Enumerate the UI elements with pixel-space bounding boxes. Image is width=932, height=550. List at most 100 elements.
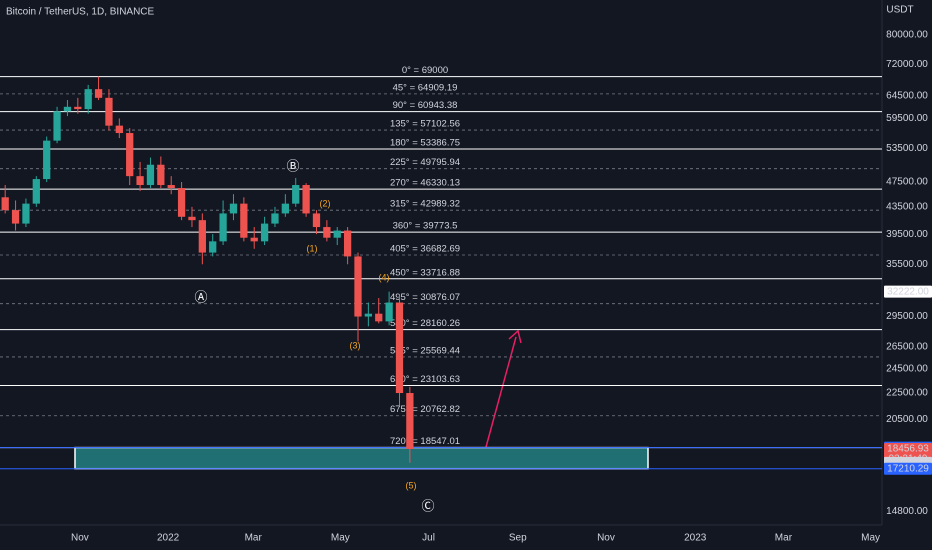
candle-body [84, 89, 92, 110]
candle-body [53, 111, 61, 141]
y-tick-label: 20500.00 [886, 414, 928, 425]
wave-label: Ⓑ [286, 158, 299, 173]
x-tick-label: 2022 [157, 533, 180, 544]
x-tick-label: Jul [422, 533, 435, 544]
level-label: 405° = 36682.69 [390, 244, 460, 255]
y-tick-label: 24500.00 [886, 364, 928, 375]
candle-body [229, 203, 238, 214]
candle-body [105, 97, 113, 126]
level-label: 225° = 49795.94 [390, 157, 460, 168]
wave-label: (5) [406, 480, 417, 490]
y-unit: USDT [886, 5, 913, 16]
wave-label: Ⓐ [194, 289, 207, 304]
candle-body [157, 164, 165, 186]
y-tick-label: 64500.00 [886, 90, 928, 101]
candle-body [22, 203, 30, 224]
candle-body [240, 203, 248, 238]
y-tick-label: 35500.00 [886, 259, 928, 270]
x-tick-label: May [331, 533, 350, 544]
candle-body [126, 133, 134, 177]
candle-body [312, 213, 321, 228]
candle-body [395, 302, 404, 394]
candle-body [209, 241, 217, 253]
x-tick-label: May [861, 533, 880, 544]
x-tick-label: Mar [245, 533, 263, 544]
price-tag [884, 285, 932, 298]
arrow-head [508, 329, 522, 344]
level-label: 630° = 23103.63 [390, 374, 460, 385]
level-label: 450° = 33716.88 [390, 267, 460, 278]
wave-label: Ⓒ [421, 498, 434, 513]
level-label: 90° = 60943.38 [393, 100, 458, 111]
candle-body [167, 185, 175, 189]
zone [74, 446, 649, 470]
candle-body [354, 256, 362, 317]
candle-body [260, 223, 269, 242]
x-tick-label: Nov [597, 533, 615, 544]
level-label: 495° = 30876.07 [390, 292, 460, 303]
candle-body [198, 220, 206, 253]
candle-body [11, 210, 20, 224]
candle-body [219, 213, 227, 242]
y-tick-label: 29500.00 [886, 311, 928, 322]
level-label: 720° = 18547.01 [390, 436, 460, 447]
candle-body [292, 185, 300, 204]
y-tick-label: 39500.00 [886, 229, 928, 240]
y-tick-label: 53500.00 [886, 143, 928, 154]
y-tick-label: 22500.00 [886, 388, 928, 399]
wave-label: (1) [307, 243, 318, 253]
x-tick-label: Sep [509, 533, 527, 544]
candle-body [364, 313, 372, 317]
candle-body [406, 393, 414, 449]
y-tick-label: 26500.00 [886, 341, 928, 352]
level-label: 585° = 25569.44 [390, 345, 460, 356]
wave-label: (3) [350, 340, 361, 350]
candle-body [136, 176, 144, 186]
candle-body [63, 106, 72, 112]
candle-body [271, 213, 279, 224]
level-label: 0° = 69000 [402, 65, 448, 76]
candle-body [323, 227, 331, 238]
chart-title: Bitcoin / TetherUS, 1D, BINANCE [6, 7, 155, 18]
candle-body [343, 230, 352, 257]
level-label: 180° = 53386.75 [390, 138, 460, 149]
candle-body [94, 89, 103, 98]
wave-label: (4) [379, 272, 390, 282]
y-tick-label: 59500.00 [886, 113, 928, 124]
y-tick-label: 43500.00 [886, 202, 928, 213]
level-label: 315° = 42989.32 [390, 199, 460, 210]
price-tag-label: 17210.29 [887, 463, 929, 474]
price-tag-label: 32222.00 [887, 286, 929, 297]
level-label: 135° = 57102.56 [390, 119, 460, 130]
candle-body [375, 313, 383, 322]
level-label: 675° = 20762.82 [390, 404, 460, 415]
candle-body [250, 237, 258, 242]
candle-body [146, 164, 155, 186]
level-label: 360° = 39773.5 [393, 221, 458, 232]
candle-body [302, 185, 310, 214]
wave-label: (2) [320, 198, 331, 208]
candle-body [385, 302, 393, 322]
price-tag-label: 18456.93 [887, 444, 929, 455]
candle-body [32, 179, 40, 204]
y-tick-label: 47500.00 [886, 177, 928, 188]
candle-body [177, 188, 186, 217]
level-label: 45° = 64909.19 [393, 82, 458, 93]
x-tick-label: Nov [71, 533, 89, 544]
candle-body [333, 230, 341, 238]
candle-body [188, 216, 196, 221]
candle-body [115, 125, 123, 134]
candle-body [281, 203, 289, 214]
level-label: 540° = 28160.26 [390, 318, 460, 329]
candle-body [1, 197, 9, 211]
level-label: 270° = 46330.13 [390, 178, 460, 189]
arrow [485, 336, 517, 448]
x-tick-label: Mar [775, 533, 793, 544]
y-tick-label: 14800.00 [886, 506, 928, 517]
y-tick-label: 80000.00 [886, 29, 928, 40]
x-tick-label: 2023 [684, 533, 707, 544]
candle-body [43, 140, 51, 180]
candle-body [74, 106, 82, 110]
y-tick-label: 72000.00 [886, 59, 928, 70]
